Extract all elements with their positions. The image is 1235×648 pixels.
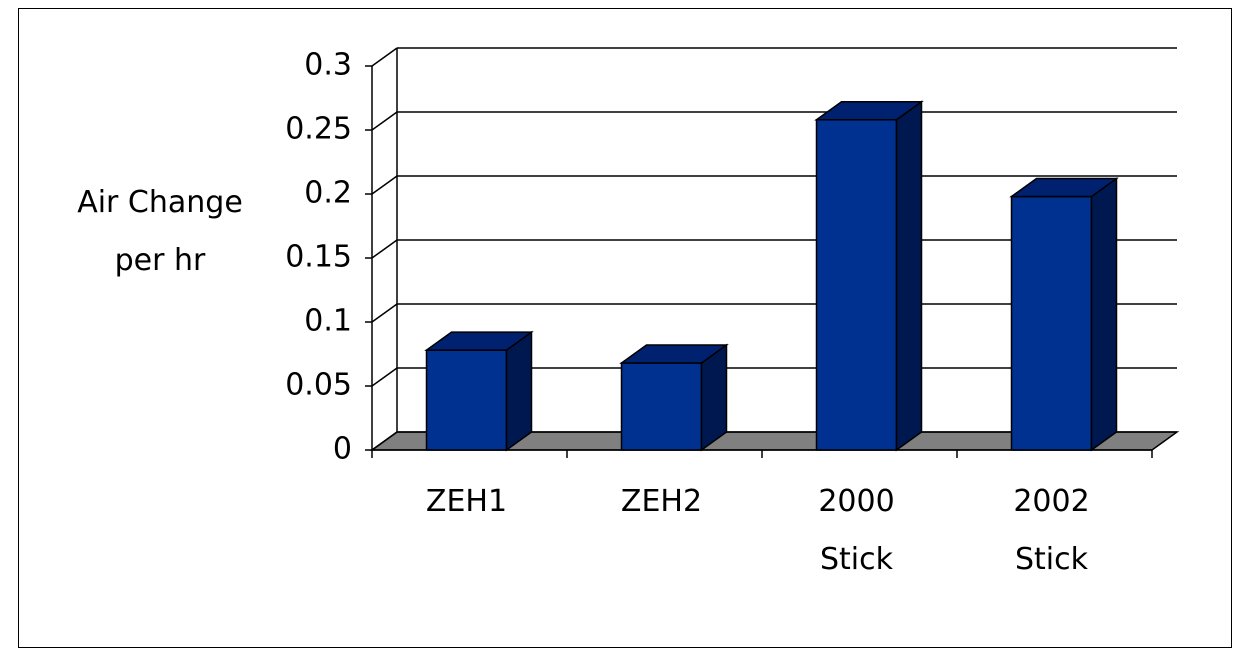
y-tick-label: 0.1: [304, 304, 352, 339]
x-tick-label: 2000 Stick: [818, 484, 895, 577]
bar: [815, 119, 898, 451]
bar: [425, 349, 508, 451]
side-grid-line: [371, 111, 398, 131]
page: 0 0.05 0.1 0.15 0.2 0.25 0.3 Air Change per hr…: [18, 8, 1232, 648]
side-grid-line: [371, 239, 398, 259]
chart: 0 0.05 0.1 0.15 0.2 0.25 0.3: [285, 47, 1180, 467]
bar-top: [619, 344, 729, 364]
side-grid-line: [371, 367, 398, 387]
y-tick-label: 0.2: [304, 176, 352, 211]
bar-top: [1009, 177, 1119, 198]
bar-top: [814, 101, 924, 121]
y-tick-label: 0.3: [304, 48, 352, 83]
bar: [620, 362, 703, 451]
side-grid-line: [371, 431, 398, 451]
bar-side: [1090, 177, 1118, 452]
side-grid-line: [371, 47, 398, 67]
x-tick-label: ZEH2: [620, 484, 703, 519]
y-tick-label: 0.15: [285, 240, 352, 275]
x-tick-label: ZEH1: [425, 484, 508, 519]
bar-top: [424, 331, 534, 351]
y-tick-label: 0.25: [285, 112, 352, 147]
bar: [1010, 195, 1093, 451]
x-tick-label: 2002 Stick: [1013, 484, 1090, 577]
bar-side: [505, 330, 533, 452]
side-grid-line: [371, 175, 398, 195]
y-tick-label: 0.05: [285, 368, 352, 403]
side-grid-line: [371, 303, 398, 323]
bar-side: [895, 100, 923, 452]
y-tick-label: 0: [333, 432, 352, 467]
y-axis-label: Air Change per hr: [77, 185, 243, 278]
